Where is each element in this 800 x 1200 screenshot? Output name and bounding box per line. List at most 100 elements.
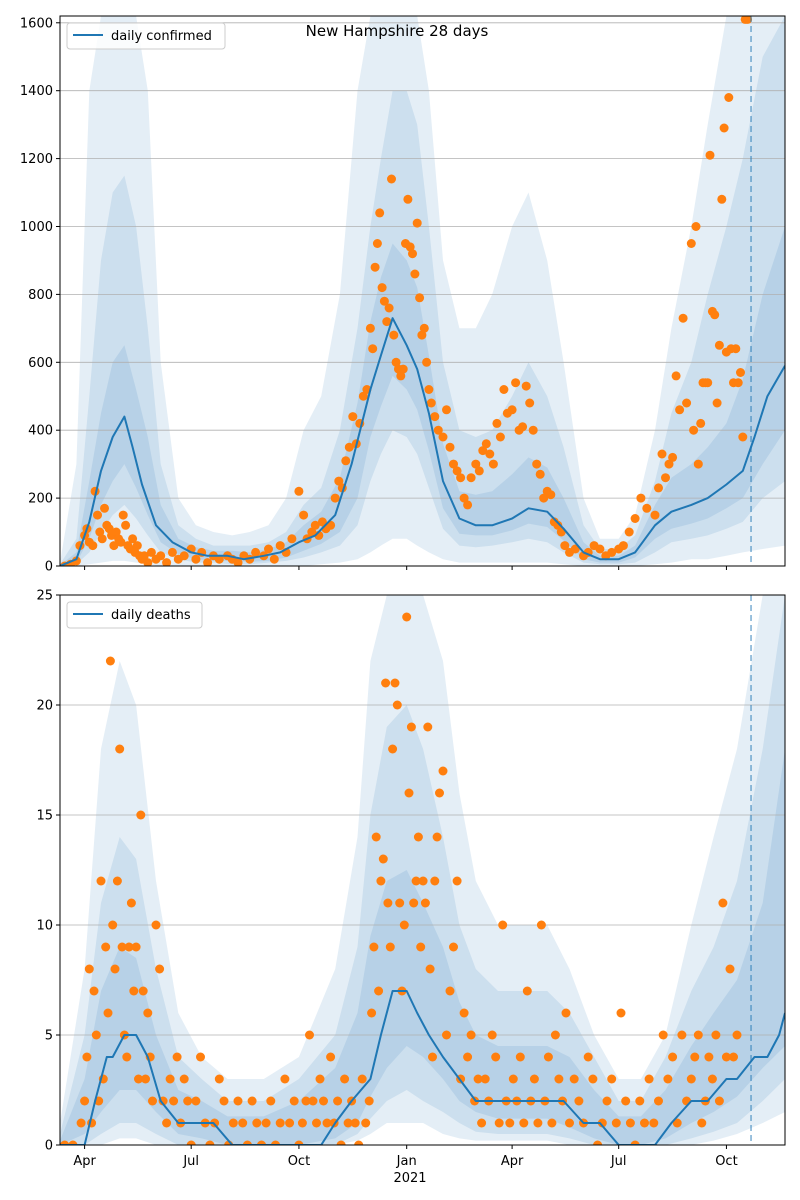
data-point [126, 898, 136, 908]
data-point [690, 1052, 700, 1062]
data-point [93, 510, 102, 520]
data-point [442, 405, 451, 415]
data-point [115, 744, 125, 754]
deaths-axis-ticks: 0 5 10 15 20 25 Apr Jul Oct Jan Apr Jul Oct [36, 589, 737, 1170]
data-point [650, 510, 660, 520]
data-point [128, 534, 138, 544]
data-point [76, 1118, 86, 1128]
data-point [71, 556, 81, 566]
data-point [131, 942, 141, 952]
data-point [368, 344, 378, 354]
data-point [693, 459, 703, 469]
data-point [640, 1118, 649, 1128]
data-point [299, 510, 309, 520]
deaths-scatter-points [60, 612, 742, 1145]
data-point [710, 310, 720, 320]
data-point [416, 942, 426, 952]
data-point [412, 218, 422, 228]
legend-label-daily-deaths: daily deaths [111, 608, 191, 623]
data-point [382, 317, 392, 327]
band-mid [60, 595, 785, 1145]
data-point [365, 323, 375, 333]
data-point [403, 194, 413, 204]
data-point [275, 1118, 285, 1128]
data-point [357, 1074, 367, 1084]
data-point [432, 832, 442, 842]
data-point [372, 239, 382, 248]
data-point [539, 493, 549, 503]
data-point [134, 1074, 143, 1084]
data-point [417, 330, 427, 340]
data-point [588, 1074, 598, 1084]
data-point [677, 1030, 687, 1040]
data-point [725, 964, 735, 974]
y-tick-label: 600 [28, 356, 53, 371]
data-point [179, 1074, 189, 1084]
data-point [308, 1096, 318, 1106]
data-point [319, 1096, 328, 1106]
data-point [686, 239, 696, 248]
data-point [583, 1052, 593, 1062]
data-point [707, 1074, 717, 1084]
data-point [122, 1052, 132, 1062]
deaths-lines [60, 990, 785, 1145]
data-point [252, 1118, 262, 1128]
data-point [404, 788, 414, 798]
data-point [183, 1096, 193, 1106]
data-point [654, 483, 663, 493]
data-point [370, 262, 380, 272]
data-point [424, 385, 434, 394]
data-point [607, 1074, 617, 1084]
data-point [148, 1096, 157, 1106]
data-point [445, 986, 455, 996]
data-point [196, 1052, 205, 1062]
x-tick-label: Jan [396, 1154, 417, 1169]
data-point [336, 1140, 346, 1145]
y-tick-label: 200 [28, 492, 53, 507]
data-point [143, 558, 153, 566]
data-point [724, 93, 734, 102]
data-point [186, 1140, 196, 1145]
data-point [654, 1096, 663, 1106]
data-point [569, 1074, 579, 1084]
data-point [532, 459, 542, 469]
data-point [378, 854, 388, 864]
data-point [696, 418, 706, 428]
y-tick-label: 15 [36, 809, 53, 824]
legend-box [66, 601, 203, 629]
data-point [91, 1030, 101, 1040]
data-point [162, 558, 172, 566]
data-point [136, 810, 146, 820]
series-line-daily-deaths [60, 990, 785, 1145]
data-point [668, 452, 678, 462]
data-point [367, 1008, 377, 1018]
data-point [693, 1030, 703, 1040]
data-point [543, 1052, 553, 1062]
data-point [341, 456, 351, 466]
data-point [668, 1052, 678, 1062]
data-point [141, 1074, 150, 1084]
data-point [411, 876, 421, 886]
data-point [399, 920, 409, 930]
data-point [595, 544, 605, 554]
x-tick-label: Jul [610, 1154, 627, 1169]
x-tick-label: Apr [501, 1154, 524, 1169]
data-point [287, 534, 297, 544]
confirmed-legend: daily confirmed [66, 22, 226, 50]
data-point [167, 547, 177, 557]
y-tick-label: 0 [45, 1139, 53, 1154]
data-point [515, 1052, 525, 1062]
data-point [294, 1140, 304, 1145]
data-point [388, 744, 398, 754]
data-point [392, 700, 402, 710]
data-point [385, 942, 395, 952]
data-point [409, 898, 419, 908]
data-point [736, 368, 745, 377]
data-point [376, 876, 386, 886]
data-point [519, 1118, 529, 1128]
data-point [561, 1008, 571, 1018]
data-point [449, 942, 458, 952]
deaths-legend: daily deaths [66, 601, 203, 629]
data-point [289, 1096, 299, 1106]
data-point [682, 398, 692, 408]
